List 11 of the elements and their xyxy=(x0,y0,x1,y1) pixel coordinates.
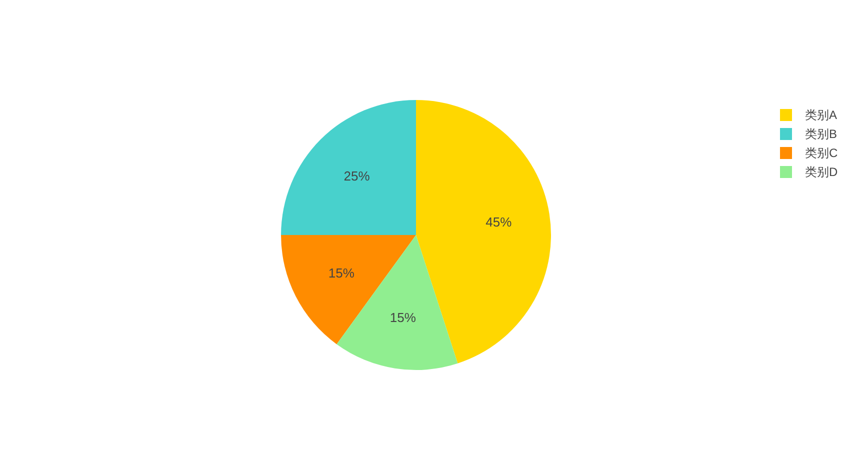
data-label: 25% xyxy=(344,168,370,184)
pie-slice xyxy=(416,100,551,364)
data-label: 45% xyxy=(486,214,512,230)
pie-slice xyxy=(281,100,416,235)
legend-label: 类别C xyxy=(805,146,838,160)
data-label: 15% xyxy=(390,310,416,326)
data-label: 15% xyxy=(328,266,355,280)
pie-slice xyxy=(281,235,416,344)
legend-label: 类别A xyxy=(805,108,838,122)
legend-label: 类别B xyxy=(805,127,838,141)
legend-label: 类别D xyxy=(805,165,838,179)
